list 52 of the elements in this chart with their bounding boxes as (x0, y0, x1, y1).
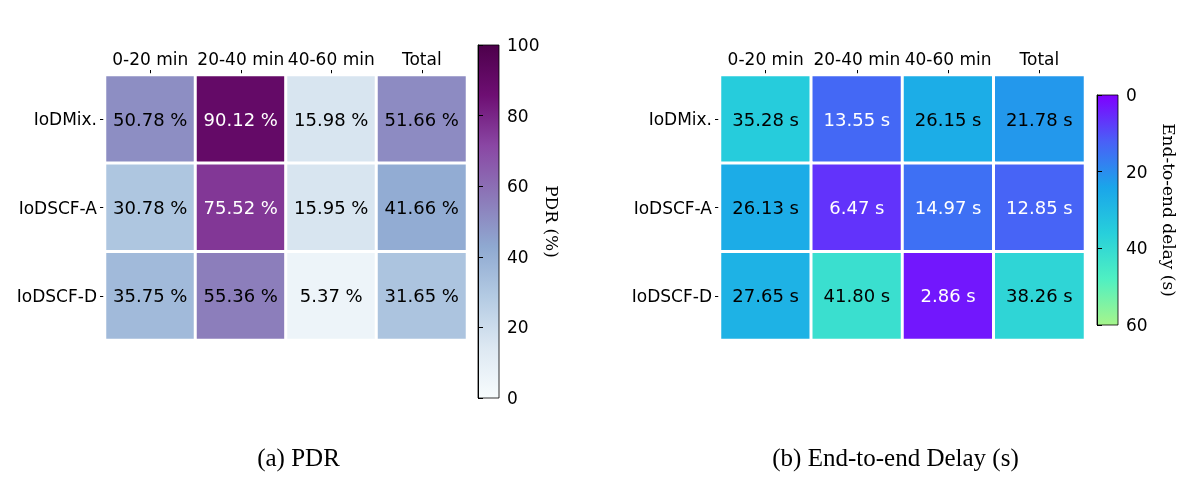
color-bar-title: PDR (%) (541, 185, 562, 258)
data-label: 6.47 s (829, 197, 885, 218)
y-tick-label: IoDMix. (648, 109, 712, 130)
color-bar-label: 80 (507, 105, 529, 126)
data-label: 41.80 s (823, 285, 891, 307)
x-tick-label: 20-40 min (813, 48, 901, 69)
color-bar-label: 0 (1126, 85, 1137, 105)
data-label: 2.86 s (920, 285, 976, 307)
color-bar-title: End-to-end delay (s) (1158, 123, 1179, 297)
y-tick-label: IoDSCF-A (18, 197, 98, 218)
data-label: 15.95 % (294, 197, 369, 218)
x-tick-label: 0-20 min (112, 48, 189, 69)
color-bar-label: 60 (1126, 315, 1148, 335)
text: (b) End-to-end Delay (s) (772, 444, 1019, 472)
y-tick-label: IoDSCF-A (633, 197, 713, 218)
data-label: 21.78 s (1006, 108, 1073, 130)
data-label: 27.65 s (732, 285, 799, 307)
data-label: 30.78 % (113, 197, 188, 218)
data-label: 51.66 % (384, 108, 459, 130)
data-label: 38.26 s (1006, 285, 1073, 307)
color-bar-label: 20 (1126, 161, 1148, 182)
data-label: 35.28 s (732, 108, 799, 130)
color-bar-label: 60 (507, 176, 529, 197)
x-tick-label: 20-40 min (197, 48, 285, 69)
data-label: 35.75 % (113, 285, 188, 307)
data-label: 41.66 % (384, 197, 459, 218)
x-tick-label: Total (1018, 48, 1060, 69)
data-label: 13.55 s (823, 108, 891, 130)
x-tick-label: 0-20 min (727, 48, 804, 69)
x-tick-label: 40-60 min (287, 48, 375, 69)
data-label: 55.36 % (203, 285, 278, 307)
data-label: 90.12 % (203, 108, 278, 130)
color-bar-label: 0 (507, 388, 518, 408)
x-tick-label: Total (400, 48, 442, 69)
data-label: 26.15 s (914, 108, 982, 130)
color-bar-label: 40 (1126, 238, 1148, 259)
data-label: 31.65 % (384, 285, 459, 307)
text: (a) PDR (257, 444, 341, 472)
data-label: 15.98 % (294, 108, 369, 130)
color-bar-label: 40 (507, 246, 529, 267)
data-label: 75.52 % (203, 197, 278, 218)
data-label: 14.97 s (914, 197, 982, 218)
data-label: 26.13 s (732, 197, 799, 218)
x-tick-label: 40-60 min (904, 48, 992, 69)
color-bar-label: 100 (507, 35, 540, 55)
data-label: 5.37 % (299, 285, 363, 307)
data-label: 12.85 s (1006, 197, 1073, 218)
y-tick-label: IoDMix. (33, 109, 97, 130)
data-label: 50.78 % (113, 108, 188, 130)
y-tick-label: IoDSCF-D (631, 285, 712, 306)
y-tick-label: IoDSCF-D (16, 285, 97, 306)
color-bar-label: 20 (507, 317, 529, 338)
